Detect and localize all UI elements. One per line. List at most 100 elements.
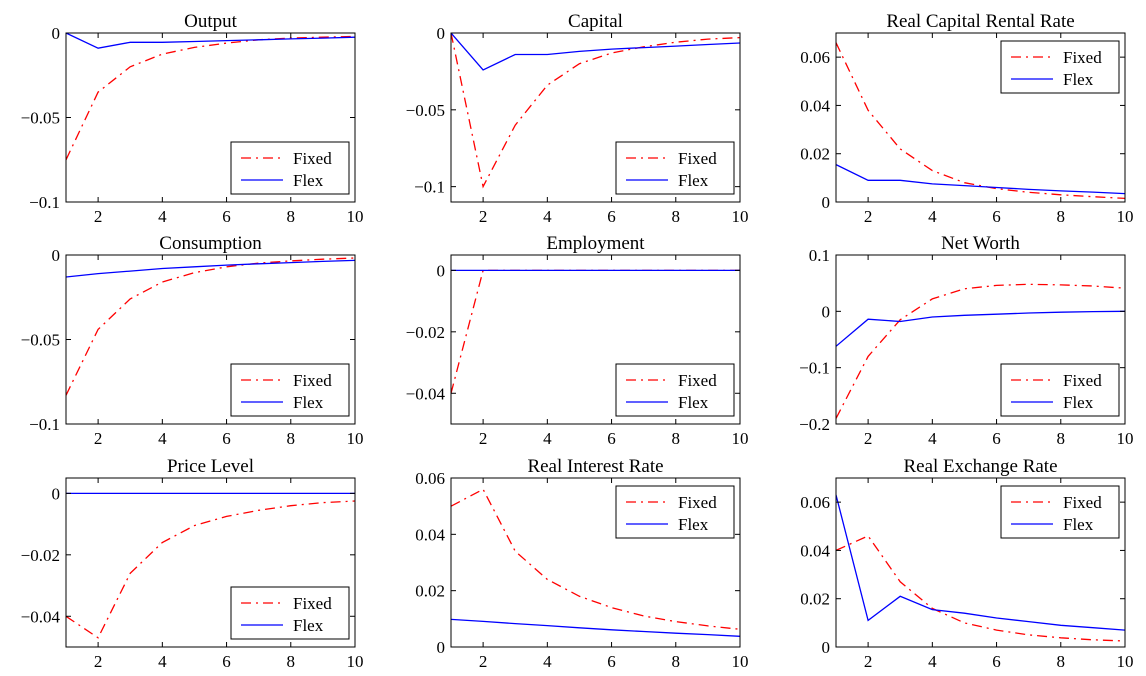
series-line-flex: [451, 33, 740, 71]
x-tick-label: 10: [732, 652, 749, 671]
legend-label-flex: Flex: [1063, 70, 1094, 89]
legend-label-fixed: Fixed: [1063, 493, 1102, 512]
series-line-fixed: [836, 42, 1125, 200]
y-tick-label: 0: [822, 638, 831, 657]
axes-box: [835, 477, 1126, 648]
y-tick-label: 0: [52, 484, 61, 503]
x-tick-label: 8: [1057, 207, 1066, 226]
x-tick-label: 10: [1117, 207, 1134, 226]
y-tick-label: 0.02: [800, 590, 830, 609]
legend-label-flex: Flex: [678, 393, 709, 412]
x-tick-label: 4: [543, 652, 552, 671]
x-tick-label: 6: [607, 652, 616, 671]
legend-box: [1000, 485, 1120, 539]
x-tick-label: 6: [992, 429, 1001, 448]
x-tick-label: 10: [347, 429, 364, 448]
legend-label-flex: Flex: [1063, 515, 1094, 534]
x-tick-label: 4: [158, 652, 167, 671]
x-tick-label: 10: [347, 207, 364, 226]
x-tick-label: 4: [928, 207, 937, 226]
y-tick-label: 0.02: [415, 582, 445, 601]
legend: Fixed Flex: [615, 485, 735, 539]
series-line-fixed: [451, 33, 740, 189]
panel-output: Output 2 4 6 8 10 −0.1 −0.05 0 Fixed Flex: [21, 11, 364, 226]
x-tick-label: 4: [158, 429, 167, 448]
y-tick-label: −0.2: [799, 415, 830, 434]
x-tick-label: 4: [543, 207, 552, 226]
x-tick-label: 2: [94, 429, 103, 448]
legend: Fixed Flex: [1000, 485, 1120, 539]
legend: Fixed Flex: [230, 363, 350, 417]
x-tick-label: 2: [479, 652, 488, 671]
legend-box: [230, 363, 350, 417]
x-tick-label: 6: [607, 207, 616, 226]
y-tick-label: 0.04: [415, 525, 445, 544]
y-tick-label: 0.04: [800, 541, 830, 560]
panel-title: Consumption: [159, 233, 262, 254]
y-tick-label: 0.06: [415, 469, 445, 488]
x-tick-label: 6: [222, 652, 231, 671]
legend-box: [615, 363, 735, 417]
legend-label-fixed: Fixed: [1063, 48, 1102, 67]
panel-real-interest-rate: Real Interest Rate 2 4 6 8 10 0 0.02 0.04 0.06 Fix…: [415, 456, 748, 671]
legend-label-fixed: Fixed: [293, 594, 332, 613]
y-tick-label: −0.05: [21, 331, 60, 350]
y-tick-label: −0.1: [29, 193, 60, 212]
series-line-flex: [451, 618, 740, 637]
legend-label-flex: Flex: [293, 393, 324, 412]
legend-box: [615, 141, 735, 195]
axes-box: [450, 477, 741, 648]
legend-label-fixed: Fixed: [678, 493, 717, 512]
x-tick-label: 8: [287, 207, 296, 226]
series-line-fixed: [66, 257, 355, 396]
x-tick-label: 6: [607, 429, 616, 448]
y-tick-label: 0.1: [809, 246, 830, 265]
panel-price-level: Price Level 2 4 6 8 10 −0.04 −0.02 0 Fixed Flex: [21, 456, 364, 671]
legend: Fixed Flex: [615, 363, 735, 417]
panel-title: Real Interest Rate: [527, 456, 663, 477]
legend-label-fixed: Fixed: [1063, 371, 1102, 390]
y-tick-label: 0: [52, 24, 61, 43]
panel-title: Price Level: [167, 456, 254, 477]
y-tick-label: 0.04: [800, 96, 830, 115]
legend-label-fixed: Fixed: [678, 149, 717, 168]
series-line-fixed: [451, 488, 740, 630]
axes-box: [65, 477, 356, 648]
legend-box: [230, 141, 350, 195]
legend-label-flex: Flex: [293, 171, 324, 190]
x-tick-label: 2: [94, 207, 103, 226]
legend-label-fixed: Fixed: [293, 149, 332, 168]
y-tick-label: 0: [52, 246, 61, 265]
x-tick-label: 4: [928, 652, 937, 671]
x-tick-label: 4: [158, 207, 167, 226]
x-tick-label: 6: [992, 652, 1001, 671]
legend: Fixed Flex: [1000, 363, 1120, 417]
x-tick-label: 8: [1057, 652, 1066, 671]
panel-title: Real Capital Rental Rate: [886, 11, 1074, 32]
y-tick-label: −0.05: [406, 101, 445, 120]
panel-title: Net Worth: [941, 233, 1020, 254]
series-line-flex: [66, 259, 355, 278]
series-line-fixed: [836, 283, 1125, 419]
x-tick-label: 10: [732, 207, 749, 226]
x-tick-label: 8: [287, 652, 296, 671]
x-tick-label: 10: [1117, 429, 1134, 448]
legend: Fixed Flex: [615, 141, 735, 195]
series-line-fixed: [66, 35, 355, 161]
series-line-flex: [836, 164, 1125, 195]
panel-title: Employment: [546, 233, 645, 254]
y-tick-label: −0.04: [406, 384, 446, 403]
legend: Fixed Flex: [230, 141, 350, 195]
y-tick-label: −0.02: [406, 323, 445, 342]
y-tick-label: 0: [437, 638, 446, 657]
x-tick-label: 8: [1057, 429, 1066, 448]
series-line-fixed: [66, 500, 355, 639]
y-tick-label: −0.1: [29, 415, 60, 434]
y-tick-label: 0: [822, 302, 831, 321]
x-tick-label: 2: [864, 429, 873, 448]
axes-box: [450, 254, 741, 425]
axes-box: [835, 254, 1126, 425]
legend-label-flex: Flex: [678, 515, 709, 534]
x-tick-label: 10: [1117, 652, 1134, 671]
